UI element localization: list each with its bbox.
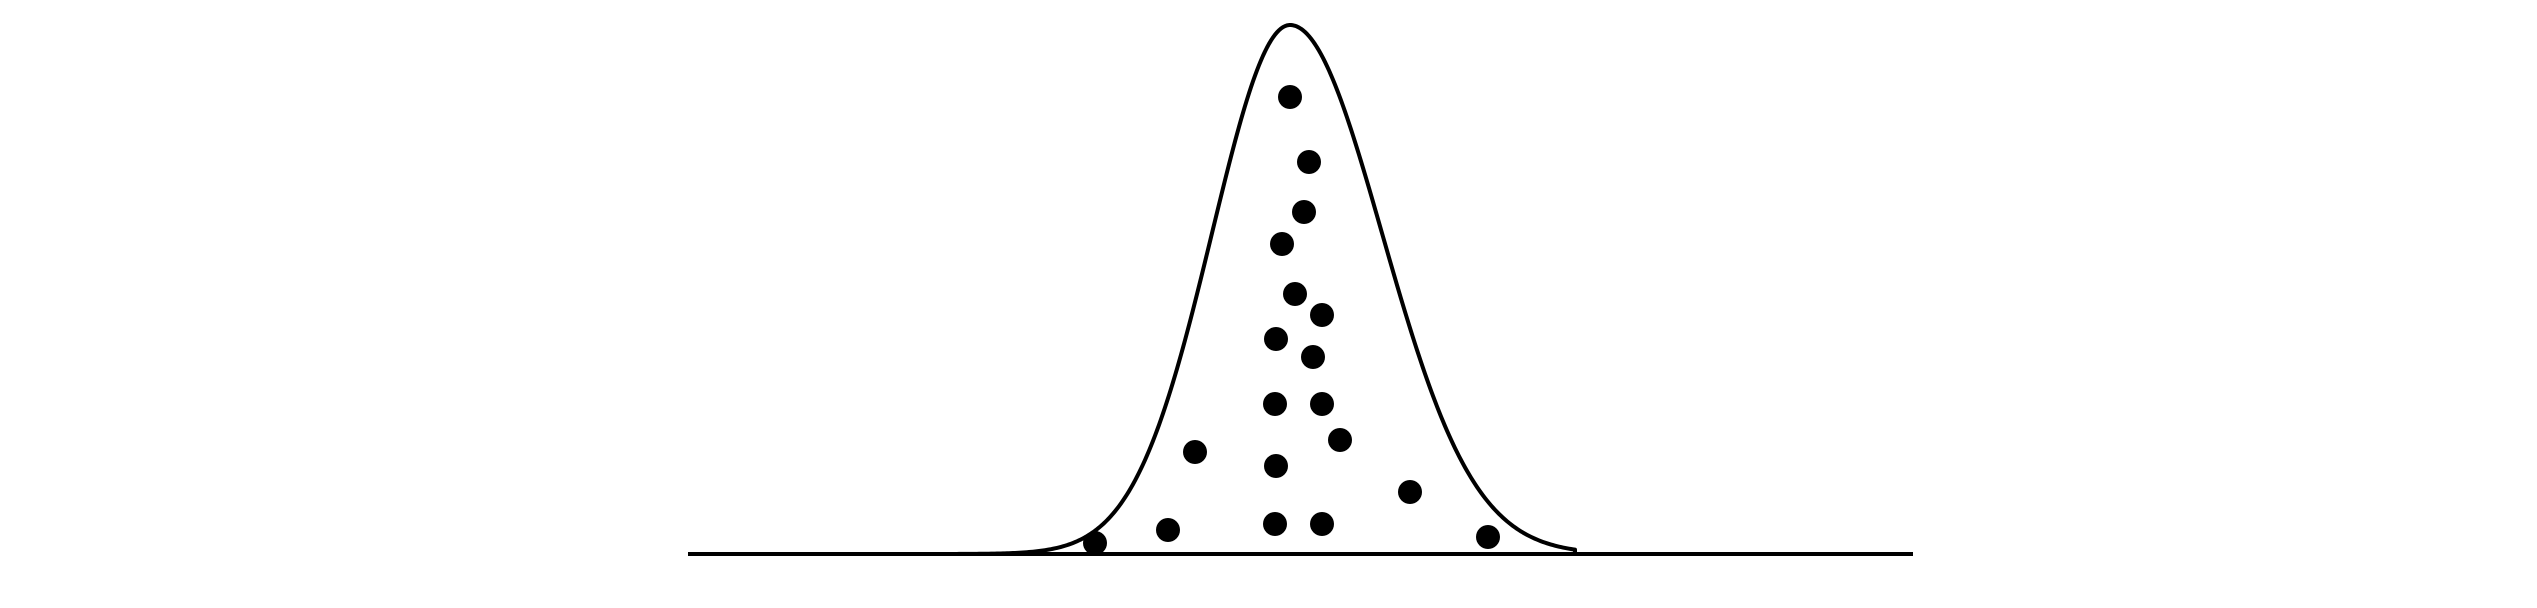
dot-10 xyxy=(1310,392,1334,416)
dot-11 xyxy=(1328,428,1352,452)
bell-curve xyxy=(953,23,1577,556)
dot-4 xyxy=(1270,232,1294,256)
dot-16 xyxy=(1263,512,1287,536)
dot-cluster xyxy=(1083,85,1500,555)
dot-19 xyxy=(1476,525,1500,549)
dot-7 xyxy=(1264,327,1288,351)
dot-12 xyxy=(1183,440,1207,464)
dot-1 xyxy=(1278,85,1302,109)
dot-8 xyxy=(1301,345,1325,369)
dot-13 xyxy=(1264,454,1288,478)
dot-15 xyxy=(1156,518,1180,542)
dot-3 xyxy=(1292,200,1316,224)
dot-6 xyxy=(1310,303,1334,327)
dot-18 xyxy=(1083,531,1107,555)
dot-9 xyxy=(1263,392,1287,416)
dot-14 xyxy=(1398,480,1422,504)
dot-17 xyxy=(1310,512,1334,536)
dot-5 xyxy=(1283,282,1307,306)
dot-2 xyxy=(1297,150,1321,174)
